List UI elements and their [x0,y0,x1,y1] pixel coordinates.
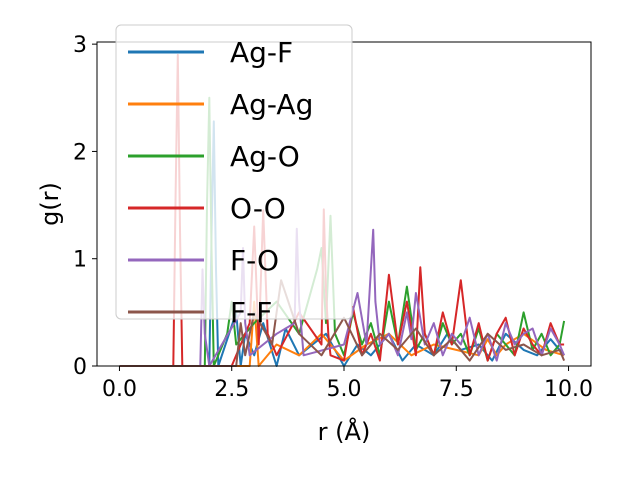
x-tick-label: 10.0 [544,377,593,402]
legend-label: Ag-F [230,36,293,69]
legend-label: Ag-Ag [230,88,313,121]
series-line-F-O [119,227,566,367]
x-tick-label: 0.0 [102,377,137,402]
x-axis-label: r (Å) [318,417,371,446]
y-tick-label: 2 [73,140,87,165]
legend-label: F-O [230,244,279,277]
x-tick-label: 2.5 [214,377,249,402]
legend: Ag-F Ag-Ag Ag-O O-O F-O F-F [115,24,353,329]
y-tick-label: 1 [73,248,87,273]
legend-label: O-O [230,192,286,225]
y-tick-label: 0 [73,355,87,380]
x-tick-label: 5.0 [327,377,362,402]
ticks-layer: 0.0 2.5 5.0 7.5 10.0 0 1 2 3 [73,33,593,402]
x-tick-label: 7.5 [439,377,474,402]
legend-box [115,24,353,320]
legend-label: Ag-O [230,140,300,173]
y-tick-label: 3 [73,33,87,58]
series-line-F-F [119,279,566,367]
y-axis-label: g(r) [36,182,64,226]
legend-label: F-F [230,296,272,329]
